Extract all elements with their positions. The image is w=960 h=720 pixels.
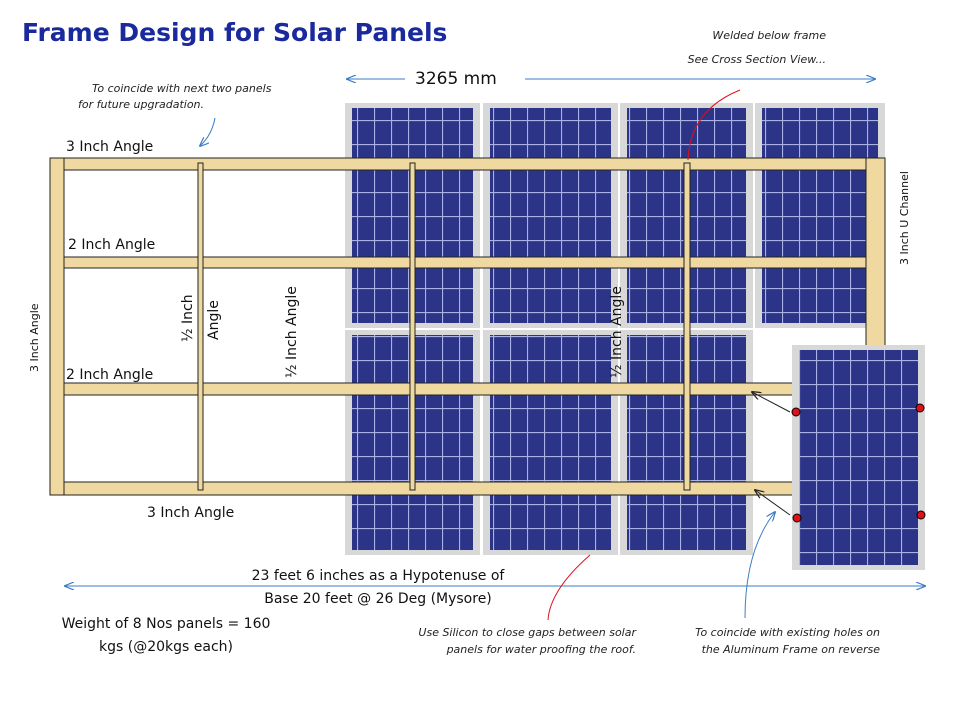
future-note: To coincide with next two panels xyxy=(92,82,272,95)
top-angle-label: 3 Inch Angle xyxy=(66,139,153,155)
welded-note: See Cross Section View... xyxy=(688,53,826,66)
bottom-angle-bar xyxy=(49,481,796,496)
holes-note: To coincide with existing holes on xyxy=(695,626,880,639)
hypotenuse-text: 23 feet 6 inches as a Hypotenuse of xyxy=(252,568,506,584)
left-angle-bar xyxy=(49,157,65,496)
silicon-note: panels for water proofing the roof. xyxy=(446,643,636,656)
solar-panel xyxy=(483,330,618,555)
silicon-note: Use Silicon to close gaps between solar xyxy=(418,626,637,639)
page-title: Frame Design for Solar Panels xyxy=(22,18,447,47)
half-inch-bar xyxy=(409,162,416,491)
hypotenuse-text: Base 20 feet @ 26 Deg (Mysore) xyxy=(264,591,492,607)
solar-panel xyxy=(345,330,480,555)
mid-angle-bar xyxy=(49,256,881,269)
loose-panel xyxy=(791,345,926,570)
weight-text: kgs (@20kgs each) xyxy=(99,639,233,655)
mount-hole xyxy=(791,407,801,417)
bottom-angle-label: 3 Inch Angle xyxy=(147,505,234,521)
solar-panel xyxy=(755,103,885,328)
half-inch-bar xyxy=(683,162,691,491)
mid-angle-label: 2 Inch Angle xyxy=(68,237,155,253)
mount-hole xyxy=(915,403,925,413)
width-dimension: 3265 mm xyxy=(415,69,497,89)
right-u-channel xyxy=(865,157,886,359)
weight-text: Weight of 8 Nos panels = 160 xyxy=(62,616,271,632)
holes-note: the Aluminum Frame on reverse xyxy=(702,643,881,656)
half-inch-label: ½ Inch xyxy=(180,294,196,342)
solar-panel xyxy=(483,103,618,328)
half-inch-label: ½ Inch Angle xyxy=(284,286,300,378)
left-angle-label: 3 Inch Angle xyxy=(28,303,41,372)
future-note: for future upgradation. xyxy=(78,98,204,111)
mount-hole xyxy=(792,513,802,523)
top-angle-bar xyxy=(49,157,886,171)
frame xyxy=(49,157,886,496)
mid-angle-bar xyxy=(49,382,796,396)
mount-hole xyxy=(916,510,926,520)
half-inch-label: ½ Inch Angle xyxy=(609,286,625,378)
mid-angle-label: 2 Inch Angle xyxy=(66,367,153,383)
welded-note: Welded below frame xyxy=(712,29,826,42)
right-channel-label: 3 Inch U Channel xyxy=(898,171,911,265)
half-inch-label: Angle xyxy=(206,300,222,340)
half-inch-bar xyxy=(197,162,204,491)
